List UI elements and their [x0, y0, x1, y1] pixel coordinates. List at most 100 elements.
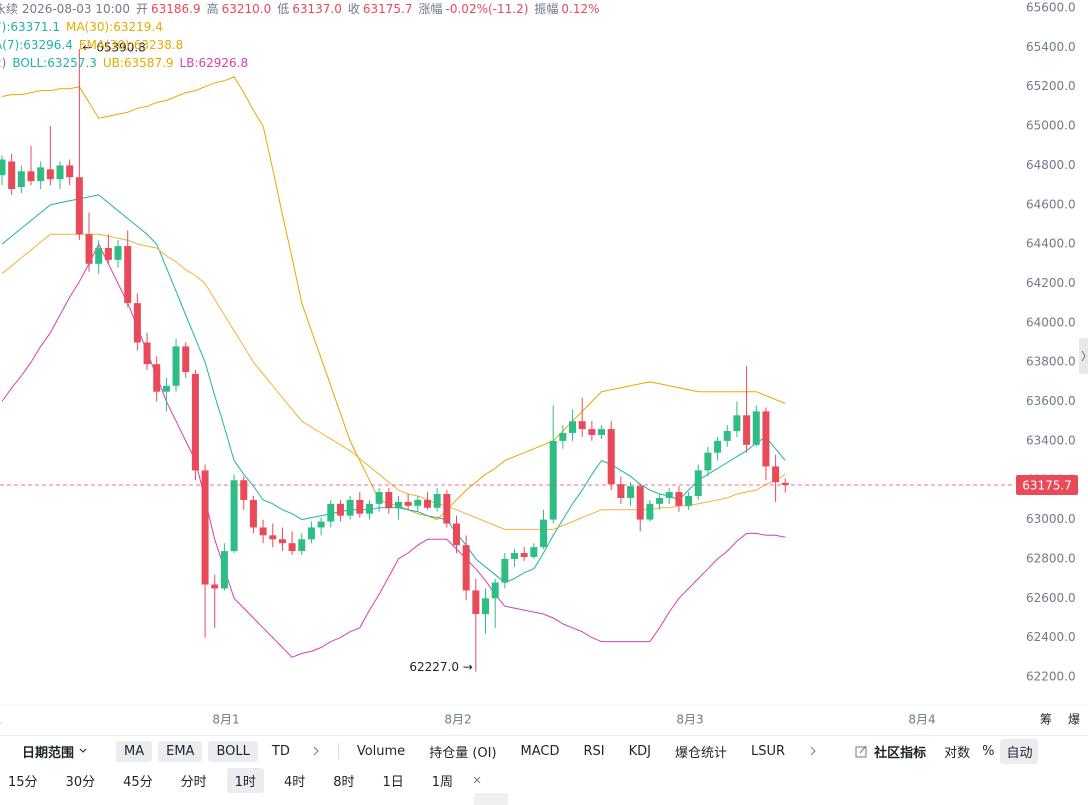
candle-body [307, 527, 315, 540]
interval-button[interactable]: 8时 [333, 774, 355, 790]
scale-option[interactable]: 自动 [1000, 738, 1039, 764]
candle-body [317, 521, 325, 528]
candle-body [133, 303, 141, 343]
close-intervals[interactable] [473, 776, 481, 784]
interval-button[interactable]: 1时 [226, 767, 264, 793]
interval-button[interactable]: 30分 [65, 774, 96, 790]
candle-body [656, 497, 664, 504]
candle-body [249, 499, 257, 528]
candle-body [588, 429, 596, 435]
min-annotation: 62227.0 → [409, 660, 473, 674]
candle-body [452, 523, 460, 546]
y-tick-label: 64800.0 [1026, 158, 1076, 172]
candle-body [772, 466, 780, 483]
candle-body [201, 470, 209, 585]
interval-button[interactable]: 45分 [123, 774, 153, 790]
sub-indicator-button[interactable]: 持仓量 (OI) [429, 745, 497, 761]
indicator-line [1, 76, 786, 521]
candle-body [182, 346, 190, 373]
quote-value: 63210.0 [221, 2, 272, 16]
candle-body [462, 545, 470, 591]
community-button[interactable]: 社区指标 [855, 742, 926, 761]
interval-toolbar: 15分 30分 45分 分时 1时 4时 8时 1日 1周 [0, 765, 1088, 795]
quote-label: 开 [135, 2, 148, 16]
candle-body [46, 169, 54, 180]
last-price-label: 63175.7 [1022, 479, 1072, 493]
candle-body [394, 501, 402, 508]
indicator-button[interactable]: TD [271, 743, 290, 759]
sub-indicator-button[interactable]: LSUR [751, 743, 786, 759]
sub-indicator-button[interactable]: KDJ [628, 743, 651, 759]
interval-button[interactable]: 4时 [283, 774, 306, 790]
side-handle[interactable] [1079, 338, 1088, 374]
candle-body [172, 346, 180, 386]
y-tick-label: 63800.0 [1026, 355, 1076, 369]
sub-indicator-button[interactable]: Volume [356, 743, 406, 759]
x-tick-label: 8月2 [444, 713, 471, 727]
y-tick-label: 64200.0 [1026, 276, 1076, 290]
indicator-value: 7):63371.1 [0, 20, 60, 34]
quote-row: 永续 2026-08-03 10:00 开 63186.9 高 63210.0 低 6313… [0, 0, 606, 18]
candle-body [762, 411, 770, 467]
sub-indicator-button[interactable]: MACD [520, 743, 560, 759]
candle-body [27, 171, 35, 182]
quote-label: 高 [206, 2, 219, 16]
scale-option[interactable]: % [982, 743, 995, 759]
candle-body [423, 499, 431, 508]
interval-button[interactable]: 分时 [180, 774, 207, 790]
toolbar-separator [337, 743, 339, 759]
sub-indicator-button[interactable]: 爆仓统计 [675, 745, 728, 761]
candle-body [636, 486, 644, 520]
indicator-button[interactable]: EMA [158, 740, 203, 762]
quote-value: 63186.9 [150, 2, 201, 16]
candle-body [675, 492, 683, 506]
x-tick-label: 8月3 [676, 713, 703, 727]
quote-value: 63137.0 [292, 2, 342, 16]
candle-body [365, 503, 373, 514]
more-arrow[interactable] [312, 746, 320, 756]
candle-body [723, 431, 731, 441]
sub-indicator-button[interactable]: RSI [583, 743, 605, 759]
candle-body [627, 486, 635, 498]
candle-body [278, 539, 286, 544]
candle-body [646, 503, 654, 520]
quote-value: -0.02%(-11.2) [445, 2, 529, 16]
candle-body [501, 558, 509, 583]
interval-button[interactable]: 1周 [431, 774, 454, 790]
date-range-button[interactable]: 日期范围 [14, 739, 96, 764]
indicator-row: 7):63371.1 MA(30):63219.4 [0, 18, 169, 36]
indicator-value: A(7):63296.4 [0, 38, 73, 52]
indicator-button[interactable]: BOLL [208, 740, 258, 762]
candle-body [114, 246, 122, 260]
candle-body [685, 495, 693, 506]
candle-body [607, 429, 615, 485]
indicator-value: BOLL:63257.3 [12, 56, 97, 70]
max-annotation: ← 65390.8 [82, 41, 146, 55]
candle-body [404, 501, 412, 506]
candle-body [781, 482, 789, 486]
candle-body [549, 440, 557, 520]
bottom-tab[interactable] [474, 793, 508, 805]
side-handle-icon [1081, 350, 1086, 362]
scale-option[interactable]: 对数 [944, 745, 971, 761]
indicator-button[interactable]: MA [116, 740, 153, 762]
x-tick-label: 8月4 [908, 713, 935, 727]
candle-body [482, 598, 489, 615]
candle-body [520, 553, 528, 557]
candle-body [269, 535, 277, 540]
candle-body [85, 234, 93, 264]
interval-button[interactable]: 1日 [382, 774, 404, 790]
candle-body [578, 421, 586, 430]
y-tick-label: 64600.0 [1026, 197, 1076, 211]
candle-body [327, 503, 335, 522]
candle-body [598, 429, 606, 435]
candle-body [230, 480, 238, 552]
interval-button[interactable]: 15分 [8, 774, 38, 790]
indicator-row: A(7):63296.4 EMA(30):63238.8 [0, 36, 189, 54]
y-tick-label: 62800.0 [1026, 551, 1076, 565]
side-label: 筹 [1040, 713, 1052, 727]
x-tick-label: 31 [0, 713, 2, 727]
more-arrow[interactable] [809, 746, 817, 756]
side-label: 爆 [1068, 713, 1080, 727]
indicator-value: UB:63587.9 [102, 56, 174, 70]
